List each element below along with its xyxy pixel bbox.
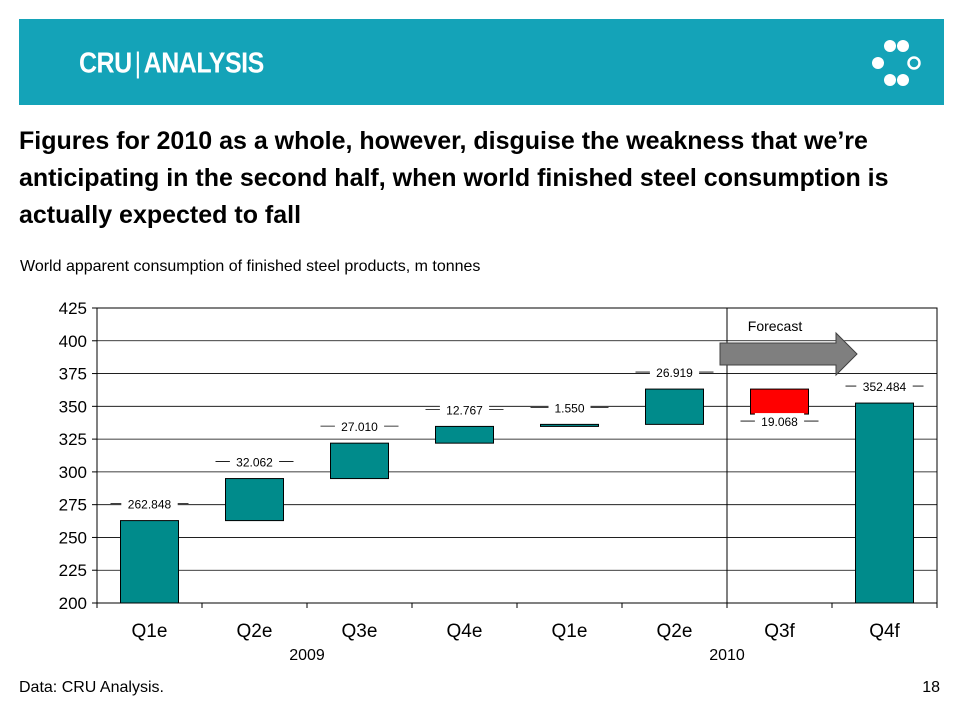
x-tick-label: Q1e <box>552 621 588 642</box>
x-tick-label: Q2e <box>237 621 273 642</box>
waterfall-bar <box>750 388 809 415</box>
data-label: 262.848 <box>128 498 172 512</box>
data-label-bg <box>439 401 490 418</box>
cru-dots-logo-icon <box>872 40 921 86</box>
y-tick-label: 400 <box>59 332 87 351</box>
x-tick-label: Q4e <box>447 621 483 642</box>
page-number: 18 <box>922 679 940 696</box>
brand-separator: | <box>134 47 142 80</box>
x-tick-label: Q1e <box>132 621 168 642</box>
x-group-label: 2009 <box>289 647 325 664</box>
y-tick-label: 425 <box>59 299 87 318</box>
data-label-bg <box>754 413 805 430</box>
data-label: 32.062 <box>236 456 273 470</box>
y-tick-label: 375 <box>59 365 87 384</box>
y-tick-label: 350 <box>59 397 87 416</box>
data-source-note: Data: CRU Analysis. <box>19 679 164 696</box>
data-label: 27.010 <box>341 420 378 434</box>
x-tick-label: Q2e <box>657 621 693 642</box>
waterfall-chart: Forecast 262.848 32.062 27.010 12.767 1.550 2… <box>59 299 938 664</box>
brand-wordmark: CRU | ANALYSIS <box>79 47 264 80</box>
x-tick-label: Q4f <box>869 621 900 642</box>
data-label: 352.484 <box>863 380 907 394</box>
y-tick-label: 250 <box>59 528 87 547</box>
y-tick-label: 275 <box>59 496 87 515</box>
forecast-arrow-icon <box>719 331 858 377</box>
waterfall-bar <box>435 425 494 444</box>
data-label: 1.550 <box>554 401 584 415</box>
waterfall-bar <box>330 442 389 480</box>
waterfall-bar <box>645 388 704 425</box>
data-label-bg <box>121 495 178 512</box>
data-label-bg <box>548 399 591 416</box>
x-tick-label: Q3f <box>764 621 795 642</box>
header-banner: CRU | ANALYSIS <box>19 19 944 105</box>
data-label: 12.767 <box>446 403 483 417</box>
waterfall-bar <box>120 520 179 604</box>
data-label: 26.919 <box>656 366 693 380</box>
data-label: 19.068 <box>761 415 798 429</box>
y-tick-label: 325 <box>59 430 87 449</box>
data-label-bg <box>229 453 280 470</box>
data-label-bg <box>856 378 913 395</box>
forecast-label: Forecast <box>748 318 803 334</box>
waterfall-bar <box>540 423 599 427</box>
chart-subtitle: World apparent consumption of finished s… <box>20 258 481 275</box>
data-label-bg <box>649 364 700 381</box>
waterfall-bar <box>225 478 284 522</box>
brand-left: CRU <box>79 47 132 80</box>
y-tick-label: 300 <box>59 463 87 482</box>
slide-headline: Figures for 2010 as a whole, however, di… <box>19 127 889 229</box>
x-tick-label: Q3e <box>342 621 378 642</box>
y-tick-label: 225 <box>59 561 87 580</box>
y-tick-label: 200 <box>59 594 87 613</box>
data-label-bg <box>334 418 385 435</box>
x-group-label: 2010 <box>709 647 745 664</box>
brand-right: ANALYSIS <box>143 47 265 80</box>
waterfall-bar <box>855 402 914 604</box>
